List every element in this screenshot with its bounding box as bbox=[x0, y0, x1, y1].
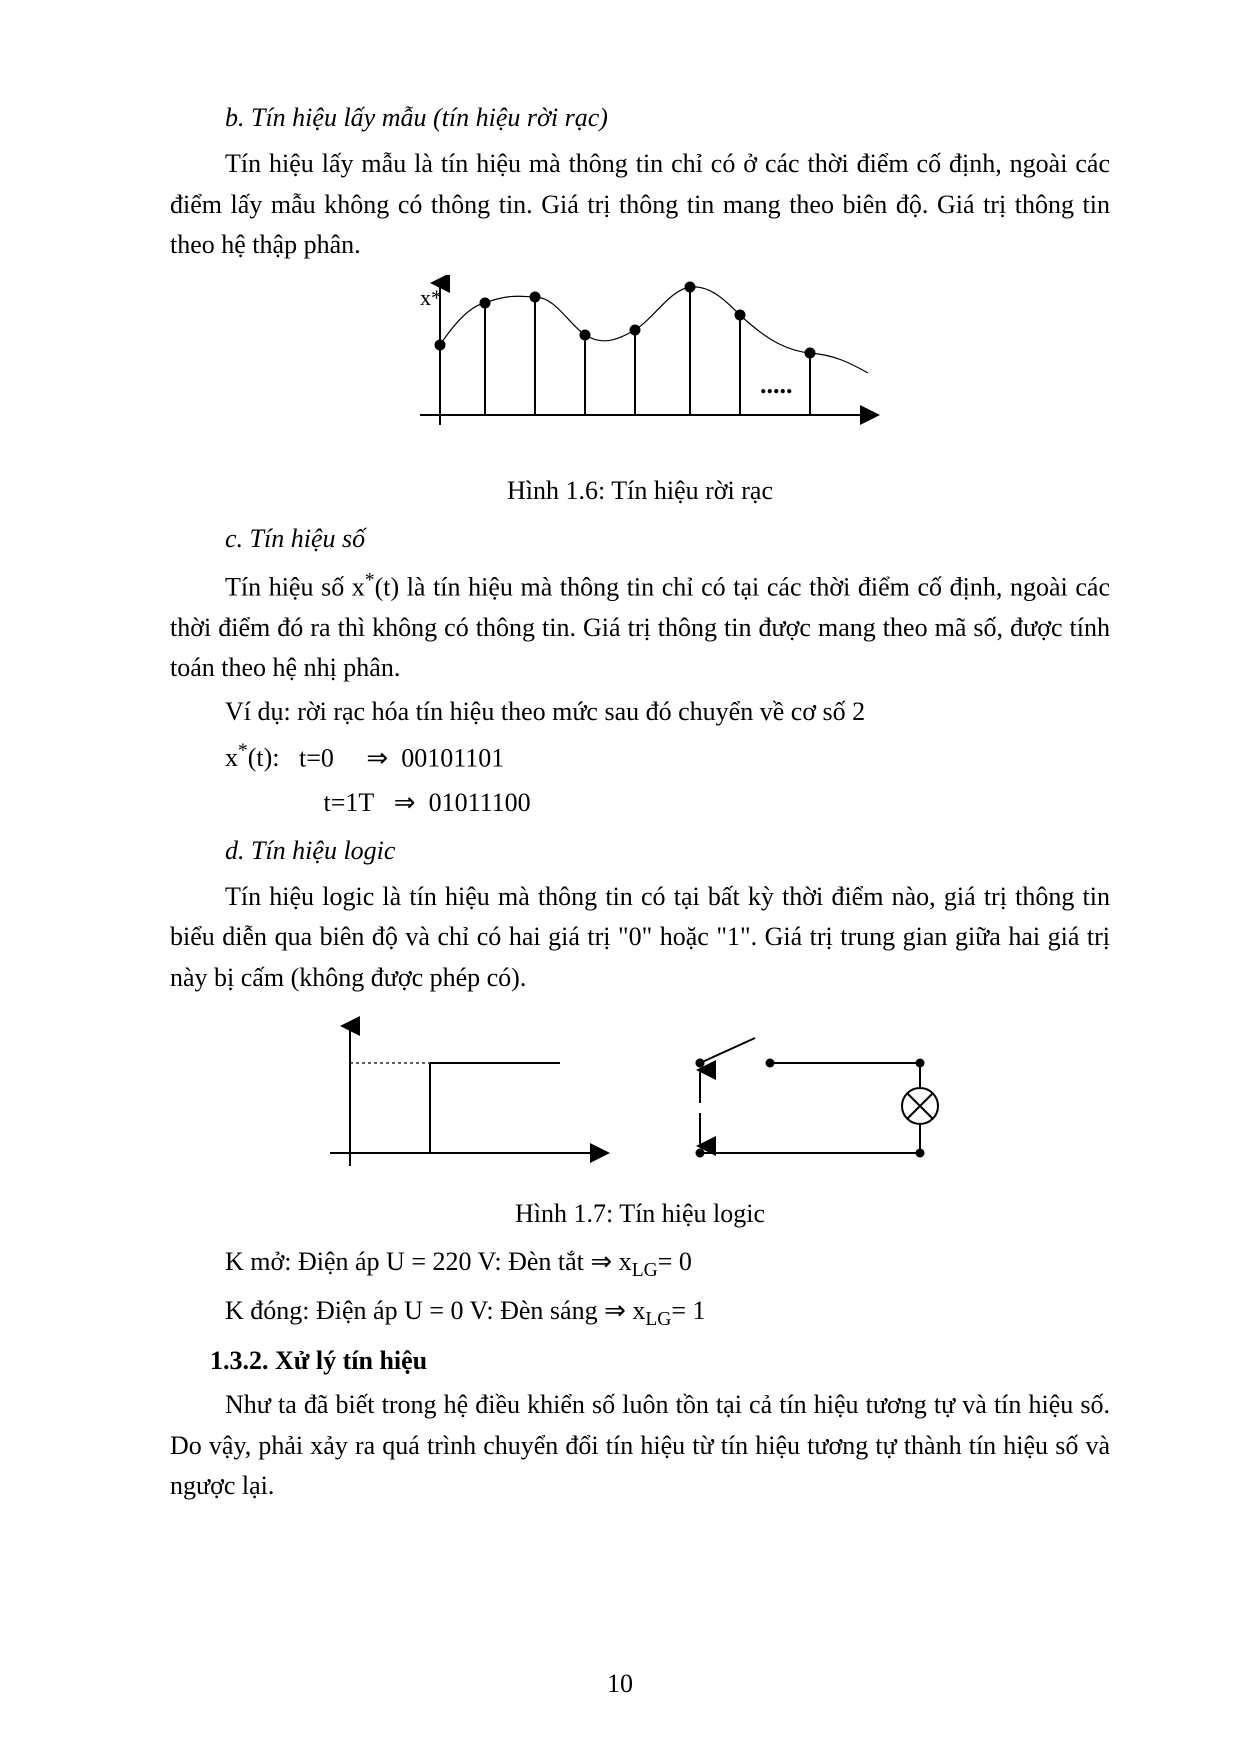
heading-d: d. Tín hiệu logic bbox=[225, 831, 1110, 871]
figure-1-7-svg bbox=[300, 1008, 980, 1188]
page-number: 10 bbox=[0, 1664, 1240, 1704]
envelope-curve bbox=[440, 287, 868, 373]
caption-1-7: Hình 1.7: Tín hiệu logic bbox=[170, 1194, 1110, 1234]
k-close-sub: LG bbox=[645, 1309, 671, 1330]
x-star-t: x*(t): bbox=[225, 743, 280, 772]
heading-132: 1.3.2. Xử lý tín hiệu bbox=[210, 1341, 1110, 1381]
k-open-post: = 0 bbox=[658, 1247, 692, 1276]
figure-1-6-svg: x* ..... bbox=[390, 275, 890, 465]
figure-1-7 bbox=[170, 1008, 1110, 1188]
k-close-line: K đóng: Điện áp U = 0 V: Đèn sáng ⇒ xLG=… bbox=[225, 1291, 1110, 1335]
axis-label-xstar: x* bbox=[420, 285, 442, 310]
heading-b: b. Tín hiệu lấy mẫu (tín hiệu rời rạc) bbox=[225, 98, 1110, 138]
caption-1-6: Hình 1.6: Tín hiệu rời rạc bbox=[170, 471, 1110, 511]
paragraph-132: Như ta đã biết trong hệ điều khiển số lu… bbox=[170, 1385, 1110, 1506]
t1: t=1T bbox=[324, 788, 375, 817]
paragraph-c: Tín hiệu số x*(t) là tín hiệu mà thông t… bbox=[170, 566, 1110, 689]
figure-1-6: x* ..... bbox=[170, 275, 1110, 465]
sup-star: * bbox=[365, 570, 375, 591]
arrow-1: ⇒ bbox=[366, 743, 388, 772]
k-open-line: K mở: Điện áp U = 220 V: Đèn tắt ⇒ xLG= … bbox=[225, 1242, 1110, 1286]
k-close-post: = 1 bbox=[671, 1296, 705, 1325]
stems bbox=[436, 283, 815, 416]
heading-c: c. Tín hiệu số bbox=[225, 519, 1110, 559]
k-close-pre: K đóng: Điện áp U = 0 V: Đèn sáng ⇒ x bbox=[225, 1296, 645, 1325]
example-intro: Ví dụ: rời rạc hóa tín hiệu theo mức sau… bbox=[225, 692, 1110, 732]
ellipsis-dots: ..... bbox=[760, 370, 793, 399]
paragraph-d: Tín hiệu logic là tín hiệu mà thông tin … bbox=[170, 877, 1110, 998]
binval-2: 01011100 bbox=[429, 788, 531, 817]
k-open-sub: LG bbox=[632, 1261, 658, 1282]
paragraph-b: Tín hiệu lấy mẫu là tín hiệu mà thông ti… bbox=[170, 144, 1110, 265]
page: b. Tín hiệu lấy mẫu (tín hiệu rời rạc) T… bbox=[0, 0, 1240, 1754]
arrow-2: ⇒ bbox=[394, 788, 416, 817]
k-open-pre: K mở: Điện áp U = 220 V: Đèn tắt ⇒ x bbox=[225, 1247, 632, 1276]
circuit bbox=[697, 1038, 939, 1157]
example-line-1: x*(t): t=0 ⇒ 00101101 bbox=[225, 737, 1110, 779]
t0: t=0 bbox=[299, 743, 334, 772]
paragraph-c-run1: Tín hiệu số x bbox=[225, 572, 365, 601]
example-line-2: t=1T ⇒ 01011100 bbox=[225, 783, 1110, 823]
binval-1: 00101101 bbox=[401, 743, 504, 772]
